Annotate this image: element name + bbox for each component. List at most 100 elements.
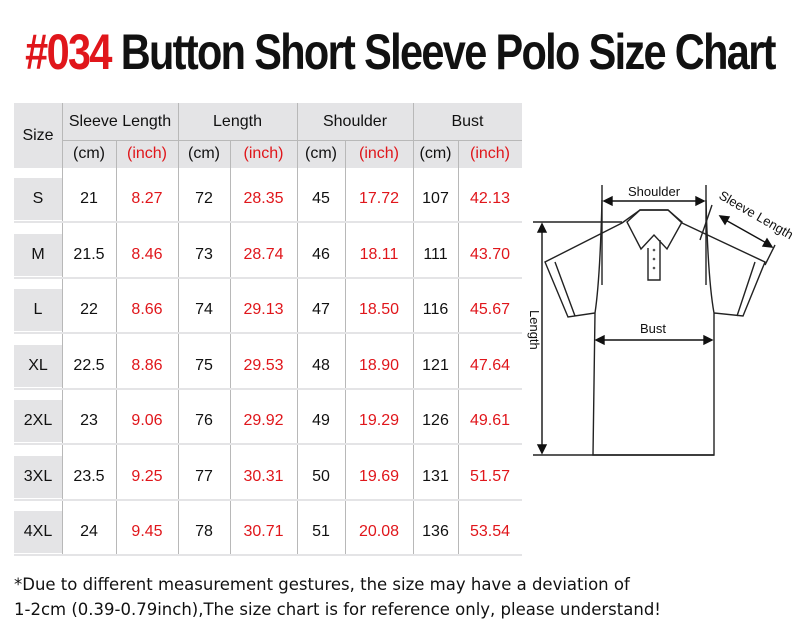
group-header: Sleeve Length bbox=[68, 112, 172, 130]
sleeve-length-label: Sleeve Length bbox=[717, 188, 796, 243]
size-cell: S bbox=[14, 178, 62, 220]
row-divider bbox=[14, 387, 522, 390]
title-number: #034 bbox=[25, 24, 112, 80]
group-header: Bust bbox=[451, 112, 484, 130]
value-cell: 48 bbox=[312, 356, 330, 374]
header-divider bbox=[62, 140, 522, 141]
unit-cm-header: (cm) bbox=[305, 145, 337, 162]
value-cell: 42.13 bbox=[469, 190, 511, 207]
size-cell: L bbox=[14, 289, 62, 331]
value-cell: 8.27 bbox=[131, 190, 163, 207]
value-cell: 19.29 bbox=[358, 412, 400, 429]
row-divider bbox=[14, 332, 522, 334]
value-cell: 136 bbox=[422, 523, 449, 540]
unit-inch-header: (inch) bbox=[469, 145, 510, 162]
value-cell: 51 bbox=[312, 523, 330, 540]
note-line-1: *Due to different measurement gestures, … bbox=[14, 575, 630, 594]
unit-cm-header: (cm) bbox=[73, 145, 105, 162]
value-cell: 29.13 bbox=[243, 301, 284, 318]
size-cell: 3XL bbox=[14, 455, 62, 498]
column-divider bbox=[297, 103, 298, 555]
value-cell: 72 bbox=[195, 190, 213, 207]
title-text: Button Short Sleeve Polo Size Chart bbox=[120, 24, 777, 80]
value-cell: 75 bbox=[195, 356, 213, 374]
length-label: Length bbox=[527, 310, 542, 350]
value-cell: 22 bbox=[80, 301, 98, 318]
page-title: #034 Button Short Sleeve Polo Size Chart bbox=[25, 22, 777, 82]
row-divider bbox=[14, 221, 522, 223]
row-divider bbox=[14, 554, 522, 556]
size-header: Size bbox=[22, 126, 54, 144]
value-cell: 17.72 bbox=[358, 190, 400, 207]
column-divider bbox=[458, 140, 459, 555]
column-divider bbox=[230, 140, 231, 555]
row-divider bbox=[14, 498, 522, 501]
value-cell: 74 bbox=[195, 301, 213, 318]
value-cell: 116 bbox=[422, 301, 449, 318]
collar bbox=[626, 209, 683, 281]
value-cell: 45 bbox=[312, 190, 330, 207]
unit-cm-header: (cm) bbox=[188, 145, 220, 162]
column-divider bbox=[345, 140, 346, 555]
value-cell: 9.25 bbox=[131, 467, 163, 485]
value-cell: 30.31 bbox=[243, 467, 284, 485]
value-cell: 51.57 bbox=[469, 467, 511, 485]
value-cell: 47 bbox=[312, 301, 330, 318]
value-cell: 50 bbox=[312, 467, 330, 485]
value-cell: 43.70 bbox=[469, 245, 511, 263]
value-cell: 9.06 bbox=[131, 412, 163, 429]
unit-inch-header: (inch) bbox=[126, 145, 167, 162]
row-divider bbox=[14, 443, 522, 445]
shirt-body bbox=[544, 199, 766, 456]
value-cell: 20.08 bbox=[358, 523, 400, 540]
value-cell: 107 bbox=[422, 190, 449, 207]
value-cell: 22.5 bbox=[73, 356, 105, 374]
value-cell: 126 bbox=[422, 412, 449, 429]
column-divider bbox=[116, 140, 117, 555]
size-cell: 2XL bbox=[14, 400, 62, 442]
shoulder-label: Shoulder bbox=[628, 184, 681, 199]
value-cell: 49 bbox=[312, 412, 330, 429]
value-cell: 111 bbox=[423, 245, 448, 263]
value-cell: 53.54 bbox=[469, 523, 511, 540]
group-header: Shoulder bbox=[322, 112, 388, 130]
value-cell: 23.5 bbox=[73, 467, 105, 485]
value-cell: 21 bbox=[80, 190, 98, 207]
column-divider bbox=[62, 103, 63, 555]
unit-cm-header: (cm) bbox=[419, 145, 452, 162]
disclaimer-note: *Due to different measurement gestures, … bbox=[14, 572, 661, 622]
value-cell: 47.64 bbox=[469, 356, 511, 374]
size-cell: M bbox=[14, 233, 62, 276]
header-background bbox=[14, 103, 522, 168]
value-cell: 28.74 bbox=[243, 245, 284, 263]
value-cell: 18.90 bbox=[358, 356, 400, 374]
column-divider bbox=[178, 103, 179, 555]
value-cell: 24 bbox=[80, 523, 98, 540]
group-header: Length bbox=[213, 112, 262, 130]
value-cell: 19.69 bbox=[358, 467, 400, 485]
size-cell: XL bbox=[14, 344, 62, 387]
value-cell: 45.67 bbox=[469, 301, 511, 318]
value-cell: 8.66 bbox=[131, 301, 163, 318]
row-divider bbox=[14, 276, 522, 279]
value-cell: 9.45 bbox=[131, 523, 163, 540]
value-cell: 23 bbox=[80, 412, 98, 429]
value-cell: 78 bbox=[195, 523, 213, 540]
value-cell: 28.35 bbox=[243, 190, 284, 207]
value-cell: 76 bbox=[195, 412, 213, 429]
value-cell: 18.50 bbox=[358, 301, 400, 318]
value-cell: 29.53 bbox=[243, 356, 284, 374]
value-cell: 131 bbox=[422, 467, 449, 485]
value-cell: 18.11 bbox=[359, 245, 399, 263]
value-cell: 8.86 bbox=[131, 356, 163, 374]
value-cell: 29.92 bbox=[243, 412, 284, 429]
value-cell: 30.71 bbox=[243, 523, 284, 540]
unit-inch-header: (inch) bbox=[243, 145, 284, 162]
note-line-2: 1-2cm (0.39-0.79inch),The size chart is … bbox=[14, 600, 661, 619]
value-cell: 46 bbox=[312, 245, 330, 263]
value-cell: 73 bbox=[195, 245, 213, 263]
value-cell: 77 bbox=[195, 467, 213, 485]
value-cell: 8.46 bbox=[131, 245, 163, 263]
